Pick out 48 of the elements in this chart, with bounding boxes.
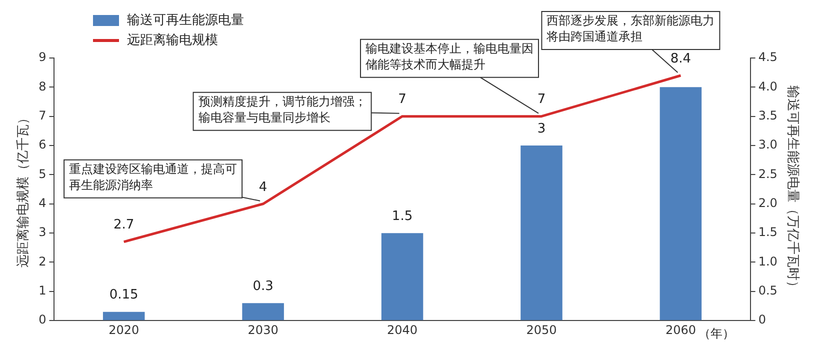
y2-axis-title: 输送可再生能源电量（万亿千瓦时） bbox=[784, 85, 800, 294]
y-tick-label: 5 bbox=[38, 166, 46, 181]
legend-label: 远距离输电规模 bbox=[127, 32, 218, 49]
data-label: 0.3 bbox=[252, 278, 274, 294]
y-tick-label: 2 bbox=[38, 254, 46, 268]
y2-tick-label: 2.0 bbox=[758, 196, 778, 210]
legend-label: 输送可再生能源电量 bbox=[127, 12, 244, 29]
y2-tick-label: 0 bbox=[758, 312, 766, 327]
data-label: 8.4 bbox=[670, 51, 692, 66]
x-tick-label: 2030 bbox=[248, 322, 278, 337]
y2-tick-label: 0.5 bbox=[758, 284, 778, 298]
y-tick-label: 3 bbox=[38, 225, 46, 240]
bar bbox=[102, 312, 145, 320]
annotation: 重点建设跨区输电通道，提高可再生能源消纳率 bbox=[69, 162, 238, 192]
data-label: 4 bbox=[258, 180, 268, 195]
y-tick-label: 9 bbox=[38, 50, 46, 64]
y2-tick-label: 4.0 bbox=[758, 79, 778, 94]
y-tick-label: 4 bbox=[38, 196, 46, 210]
y-tick-label: 1 bbox=[38, 284, 46, 298]
y2-tick-label: 1.5 bbox=[758, 225, 778, 240]
bar bbox=[520, 146, 562, 320]
y-axis-title: 远距离输电规模（亿千瓦） bbox=[15, 111, 32, 268]
y2-tick-label: 3.5 bbox=[758, 108, 778, 122]
x-axis-title: （年） bbox=[698, 326, 735, 341]
annotation: 西部逐步发展，东部新能源电力将由跨国通道承担 bbox=[546, 14, 715, 44]
annotation: 输电建设基本停止，输电电量因储能等技术而大幅提升 bbox=[365, 41, 534, 72]
y2-tick-label: 4.5 bbox=[758, 50, 778, 64]
x-tick-label: 2020 bbox=[108, 322, 140, 337]
y-tick-label: 8 bbox=[38, 79, 46, 94]
annotation: 预测精度提升，调节能力增强；输电容量与电量同步增长 bbox=[198, 94, 366, 124]
y-tick-label: 6 bbox=[38, 138, 46, 152]
y2-tick-label: 3.0 bbox=[758, 138, 778, 152]
data-label: 2.7 bbox=[114, 218, 134, 233]
x-tick-label: 2040 bbox=[387, 322, 418, 337]
y2-tick-label: 2.5 bbox=[758, 166, 778, 181]
data-label: 7 bbox=[537, 92, 546, 108]
data-label: 3 bbox=[537, 121, 546, 136]
data-label: 1.5 bbox=[392, 208, 413, 224]
x-tick-label: 2060 bbox=[665, 322, 696, 337]
y-tick-label: 0 bbox=[38, 312, 46, 327]
x-tick-label: 2050 bbox=[526, 322, 557, 337]
data-label: 7 bbox=[398, 92, 406, 108]
data-label: 0.15 bbox=[109, 288, 138, 303]
bar bbox=[381, 233, 424, 320]
bar bbox=[242, 303, 284, 320]
y-tick-label: 7 bbox=[38, 108, 46, 122]
y2-tick-label: 1.0 bbox=[758, 254, 778, 268]
bar bbox=[660, 87, 702, 320]
